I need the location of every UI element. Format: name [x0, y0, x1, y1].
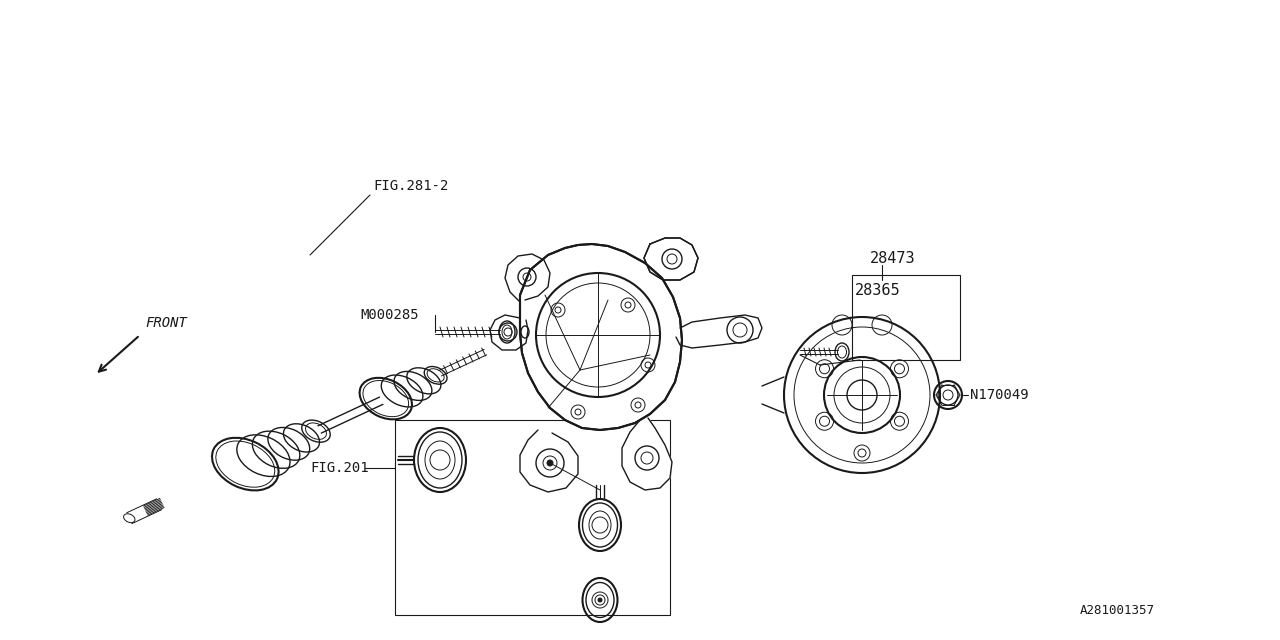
Text: 28473: 28473 [870, 250, 915, 266]
Polygon shape [644, 238, 698, 280]
Bar [396, 420, 669, 615]
Circle shape [547, 460, 553, 466]
Text: A281001357: A281001357 [1080, 604, 1155, 616]
Bar [852, 275, 960, 360]
Polygon shape [490, 315, 529, 350]
Polygon shape [622, 418, 672, 490]
Text: FIG.201: FIG.201 [310, 461, 369, 475]
Text: FRONT: FRONT [145, 316, 187, 330]
Polygon shape [520, 244, 682, 430]
Polygon shape [506, 254, 550, 302]
Polygon shape [520, 430, 579, 492]
Text: 28365: 28365 [855, 282, 901, 298]
Circle shape [593, 592, 608, 608]
Text: N170049: N170049 [970, 388, 1029, 402]
Text: M000285: M000285 [360, 308, 419, 322]
Text: FIG.281-2: FIG.281-2 [372, 179, 448, 193]
Circle shape [598, 598, 602, 602]
Polygon shape [676, 315, 762, 348]
